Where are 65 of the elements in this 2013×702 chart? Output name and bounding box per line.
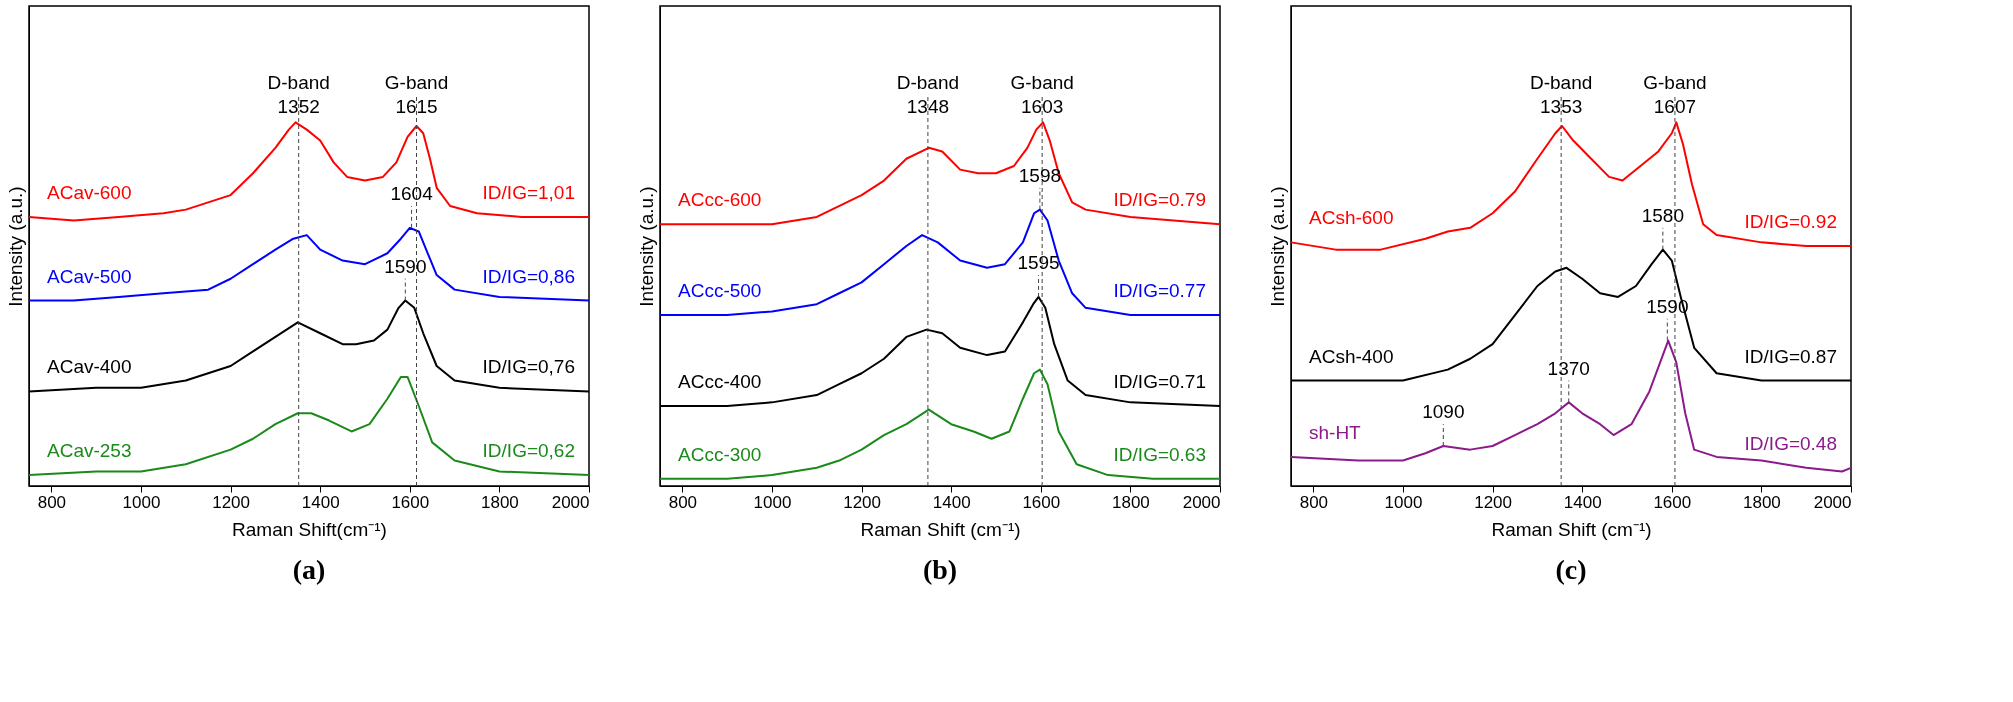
x-tick-label: 2000 bbox=[551, 492, 590, 512]
x-axis-title: Raman Shift (cm⁻¹) bbox=[1491, 518, 1652, 540]
x-tick-label: 1000 bbox=[122, 492, 161, 512]
x-tick-label: 1600 bbox=[391, 492, 430, 512]
annotation: 1598 bbox=[1018, 164, 1062, 186]
series-label: ACav-600 bbox=[47, 181, 132, 203]
annotation: ID/IG=0,86 bbox=[482, 265, 575, 287]
text: (a) bbox=[292, 554, 326, 585]
x-tick-label: 1400 bbox=[932, 492, 971, 512]
series-label: ACav-253 bbox=[47, 440, 132, 462]
ref-line-label: D-band 1352 bbox=[267, 71, 330, 117]
x-tick-label: 1000 bbox=[1384, 492, 1423, 512]
x-tick-label: 1800 bbox=[480, 492, 519, 512]
x-tick-label: 1600 bbox=[1022, 492, 1061, 512]
annotation: ID/IG=0.79 bbox=[1113, 189, 1206, 211]
x-tick-label: 2000 bbox=[1182, 492, 1221, 512]
ref-line-label: D-band 1353 bbox=[1529, 71, 1593, 117]
x-tick-label: 1000 bbox=[753, 492, 792, 512]
x-tick-label: 1400 bbox=[301, 492, 340, 512]
x-axis-title: Raman Shift (cm⁻¹) bbox=[860, 518, 1021, 540]
annotation: 1604 bbox=[390, 183, 434, 204]
series-label: ACav-400 bbox=[47, 356, 132, 378]
text: (c) bbox=[1555, 554, 1587, 585]
annotation: 1090 bbox=[1422, 401, 1465, 423]
series-label: ACcc-600 bbox=[678, 189, 762, 211]
annotation: ID/IG=1,01 bbox=[482, 181, 575, 203]
ref-line-label: G-band 1607 bbox=[1643, 71, 1707, 117]
series-label: ACav-500 bbox=[47, 265, 132, 287]
annotation: ID/IG=0.63 bbox=[1113, 443, 1206, 465]
annotation: ID/IG=0,76 bbox=[482, 356, 575, 378]
series-label: sh-HT bbox=[1309, 421, 1362, 443]
ref-line-label: D-band 1348 bbox=[896, 71, 960, 117]
x-tick-label: 2000 bbox=[1813, 492, 1852, 512]
x-axis-title: Raman Shift(cm⁻¹) bbox=[232, 518, 387, 540]
y-axis-title: Intensity (a.u.) bbox=[1266, 186, 1288, 307]
x-tick-label: 800 bbox=[1299, 492, 1329, 512]
annotation: 1370 bbox=[1547, 357, 1590, 379]
text: (b) bbox=[922, 554, 958, 585]
y-axis-title: Intensity (a.u.) bbox=[635, 186, 657, 307]
x-tick-label: 1800 bbox=[1742, 492, 1781, 512]
annotation: ID/IG=0.92 bbox=[1744, 211, 1837, 232]
x-tick-label: 1200 bbox=[843, 492, 882, 512]
annotation: 1595 bbox=[1017, 252, 1060, 274]
annotation: ID/IG=0,62 bbox=[482, 440, 575, 462]
annotation: ID/IG=0.71 bbox=[1113, 371, 1206, 392]
series-label: ACcc-500 bbox=[678, 280, 762, 302]
x-tick-label: 1800 bbox=[1111, 492, 1150, 512]
x-tick-label: 800 bbox=[37, 492, 67, 512]
ref-line-label: G-band 1603 bbox=[1010, 71, 1074, 117]
annotation: ID/IG=0.48 bbox=[1744, 432, 1837, 454]
annotation: ID/IG=0.77 bbox=[1113, 280, 1206, 302]
x-tick-label: 1400 bbox=[1563, 492, 1602, 512]
annotation: ID/IG=0.87 bbox=[1744, 345, 1837, 367]
annotation: 1580 bbox=[1641, 204, 1684, 226]
ref-line-label: G-band 1615 bbox=[384, 71, 449, 117]
x-tick-label: 1200 bbox=[212, 492, 251, 512]
x-tick-label: 800 bbox=[668, 492, 698, 512]
series-label: ACsh-400 bbox=[1309, 345, 1394, 367]
x-tick-label: 1600 bbox=[1653, 492, 1692, 512]
y-axis-title: Intensity (a.u.) bbox=[4, 186, 26, 307]
series-label: ACcc-300 bbox=[678, 443, 762, 465]
x-tick-label: 1200 bbox=[1474, 492, 1513, 512]
series-label: ACcc-400 bbox=[678, 371, 762, 392]
series-label: ACsh-600 bbox=[1309, 207, 1394, 229]
annotation: 1590 bbox=[384, 255, 427, 277]
